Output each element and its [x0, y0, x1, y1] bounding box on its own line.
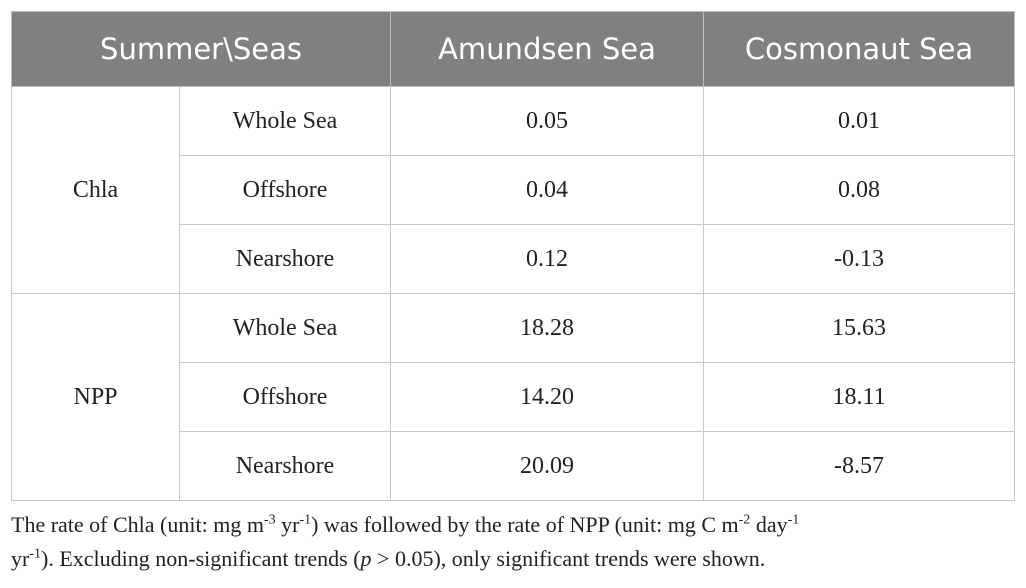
cell: 20.09 — [390, 431, 705, 501]
cell: 0.04 — [390, 155, 705, 225]
footnote-text: The rate of Chla (unit: mg m — [11, 512, 264, 537]
superscript: -1 — [787, 512, 800, 528]
cell: 0.12 — [390, 224, 705, 294]
cell: 0.08 — [703, 155, 1016, 225]
footnote-text: ) was followed by the rate of NPP (unit:… — [311, 512, 739, 537]
superscript: -3 — [263, 512, 276, 528]
footnote-text: yr — [275, 512, 300, 537]
header-cell: Amundsen Sea — [390, 11, 705, 87]
italic-symbol: p — [360, 546, 372, 571]
cell: Whole Sea — [178, 86, 392, 156]
cell: -0.13 — [703, 224, 1016, 294]
cell: -8.57 — [703, 431, 1016, 501]
data-table: Summer\Seas Amundsen Sea Cosmonaut Sea C… — [10, 11, 1016, 501]
row: Offshore 14.20 18.11 — [12, 362, 1016, 432]
row: NPP Whole Sea 18.28 15.63 — [11, 293, 1016, 501]
row: Offshore 0.04 0.08 — [12, 155, 1016, 225]
footnote-text: ). Excluding non-significant trends ( — [41, 546, 361, 571]
header-cell: Summer\Seas — [10, 11, 392, 87]
footnote-text: > 0.05), only significant trends were sh… — [371, 546, 766, 571]
cell: Nearshore — [178, 431, 392, 501]
header-cell: Cosmonaut Sea — [703, 11, 1016, 87]
cell: Nearshore — [178, 224, 392, 294]
cell: 18.11 — [703, 362, 1016, 432]
group-label: Chla — [11, 86, 180, 294]
footnote-text: yr — [11, 546, 30, 571]
group-label: NPP — [11, 293, 180, 501]
row: Chla Whole Sea 0.05 0.01 — [11, 86, 1016, 294]
superscript: -2 — [738, 512, 751, 528]
superscript: -1 — [299, 512, 312, 528]
row: Nearshore 20.09 -8.57 — [12, 431, 1016, 501]
cell: Offshore — [178, 362, 392, 432]
header-row: Summer\Seas Amundsen Sea Cosmonaut Sea — [10, 11, 1016, 87]
cell: Whole Sea — [178, 293, 392, 363]
cell: 0.01 — [703, 86, 1016, 156]
cell: 15.63 — [703, 293, 1016, 363]
footnote-text: day — [750, 512, 788, 537]
superscript: -1 — [29, 546, 41, 562]
cell: 0.05 — [390, 86, 705, 156]
cell: Offshore — [178, 155, 392, 225]
cell: 14.20 — [390, 362, 705, 432]
cell: 18.28 — [390, 293, 705, 363]
footnote: The rate of Chla (unit: mg m-3 yr-1) was… — [11, 508, 1021, 576]
